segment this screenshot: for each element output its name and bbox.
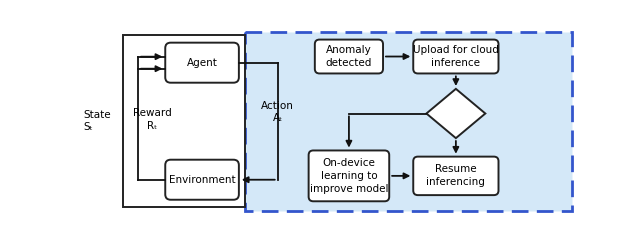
Text: Environment: Environment (169, 175, 236, 185)
Text: Anomaly
detected: Anomaly detected (326, 45, 372, 68)
FancyBboxPatch shape (165, 160, 239, 200)
FancyBboxPatch shape (308, 150, 389, 201)
Bar (245, 32, 572, 210)
FancyBboxPatch shape (413, 40, 499, 73)
Polygon shape (426, 89, 485, 138)
Text: Agent: Agent (187, 58, 218, 68)
Text: Upload for cloud
inference: Upload for cloud inference (413, 45, 499, 68)
Bar (259, 95, 297, 129)
FancyBboxPatch shape (413, 157, 499, 195)
Text: Reward
Rₜ: Reward Rₜ (132, 108, 172, 131)
Text: Resume
inferencing: Resume inferencing (426, 164, 485, 187)
Bar (123, 35, 245, 207)
FancyBboxPatch shape (315, 40, 383, 73)
Text: On-device
learning to
improve model: On-device learning to improve model (310, 158, 388, 194)
Text: State
Sₜ: State Sₜ (84, 110, 111, 132)
FancyBboxPatch shape (165, 43, 239, 83)
Text: Action
Aₜ: Action Aₜ (261, 101, 294, 123)
